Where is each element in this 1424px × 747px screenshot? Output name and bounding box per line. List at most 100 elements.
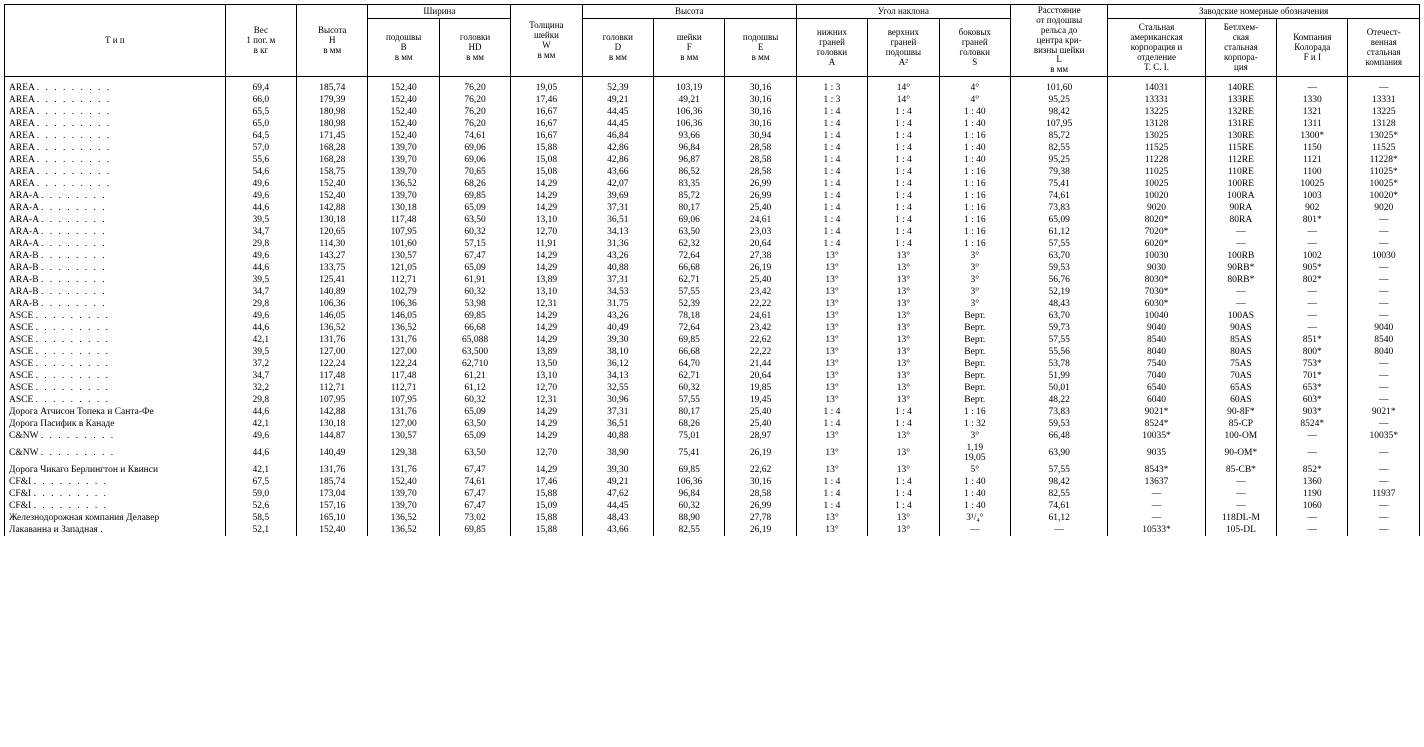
cell: 23,42: [725, 286, 796, 298]
cell: 14,29: [511, 190, 582, 202]
cell: 49,6: [225, 310, 296, 322]
cell: 10020: [1108, 190, 1205, 202]
cell: 139,70: [368, 190, 439, 202]
cell: 63,50: [439, 442, 510, 464]
cell: ASCE . . . . . . . . .: [5, 358, 226, 370]
h-web: ТолщинашейкиWв мм: [511, 5, 582, 77]
cell: 15,08: [511, 154, 582, 166]
cell: C&NW . . . . . . . . .: [5, 430, 226, 442]
cell: 107,95: [368, 394, 439, 406]
table-row: AREA . . . . . . . . . 55,6168,28139,706…: [5, 154, 1420, 166]
cell: 168,28: [297, 142, 368, 154]
cell: 139,70: [368, 166, 439, 178]
cell: 31,36: [582, 238, 653, 250]
cell: 13°: [868, 298, 939, 310]
cell: 13°: [868, 250, 939, 262]
cell: 37,31: [582, 274, 653, 286]
cell: 7020*: [1108, 226, 1205, 238]
cell: 44,45: [582, 500, 653, 512]
cell: 1 : 40: [939, 154, 1010, 166]
cell: 1,1919,05: [939, 442, 1010, 464]
cell: 82,55: [654, 524, 725, 536]
cell: 1 : 4: [796, 226, 867, 238]
cell: 17,46: [511, 476, 582, 488]
cell: 43,26: [582, 310, 653, 322]
cell: 131,76: [297, 334, 368, 346]
cell: 13637: [1108, 476, 1205, 488]
cell: —: [1205, 476, 1276, 488]
cell: Верт.: [939, 334, 1010, 346]
cell: ARA-B . . . . . . . .: [5, 274, 226, 286]
cell: 73,83: [1010, 406, 1107, 418]
cell: 802*: [1277, 274, 1348, 286]
cell: 140,49: [297, 442, 368, 464]
cell: ASCE . . . . . . . . .: [5, 322, 226, 334]
table-row: Железнодорожная компания Делавер58,5165,…: [5, 512, 1420, 524]
h-width-head: головкиHDв мм: [439, 19, 510, 77]
cell: 74,61: [1010, 500, 1107, 512]
cell: 1 : 4: [796, 476, 867, 488]
cell: 117,48: [297, 370, 368, 382]
table-row: AREA . . . . . . . . . 65,5180,98152,407…: [5, 106, 1420, 118]
cell: 114,30: [297, 238, 368, 250]
cell: 3°: [939, 430, 1010, 442]
cell: 7030*: [1108, 286, 1205, 298]
cell: 7040: [1108, 370, 1205, 382]
cell: 112,71: [368, 274, 439, 286]
cell: 1 : 4: [796, 500, 867, 512]
cell: 15,08: [511, 166, 582, 178]
cell: 15,88: [511, 142, 582, 154]
h-f-dom: Отечест-веннаястальнаякомпания: [1348, 19, 1420, 77]
table-row: Дорога Атчисон Топека и Санта-Фе44,6142,…: [5, 406, 1420, 418]
cell: Верт.: [939, 382, 1010, 394]
cell: 69,06: [439, 142, 510, 154]
cell: 13°: [796, 310, 867, 322]
h-width-group: Ширина: [368, 5, 511, 19]
cell: 15,09: [511, 500, 582, 512]
table-row: ASCE . . . . . . . . . 29,8107,95107,956…: [5, 394, 1420, 406]
cell: 1100: [1277, 166, 1348, 178]
cell: 28,58: [725, 142, 796, 154]
cell: 44,6: [225, 442, 296, 464]
cell: —: [1348, 476, 1420, 488]
cell: 62,71: [654, 274, 725, 286]
cell: 100-OM: [1205, 430, 1276, 442]
cell: 143,27: [297, 250, 368, 262]
cell: 23,42: [725, 322, 796, 334]
cell: —: [939, 524, 1010, 536]
cell: AREA . . . . . . . . .: [5, 130, 226, 142]
cell: 136,52: [368, 322, 439, 334]
cell: 44,6: [225, 406, 296, 418]
cell: 13°: [868, 394, 939, 406]
cell: 130,18: [297, 418, 368, 430]
cell: 14,29: [511, 262, 582, 274]
cell: 48,43: [582, 512, 653, 524]
cell: 36,51: [582, 418, 653, 430]
cell: 139,70: [368, 500, 439, 512]
cell: 107,95: [297, 394, 368, 406]
cell: 10030: [1108, 250, 1205, 262]
cell: —: [1205, 286, 1276, 298]
cell: Верт.: [939, 346, 1010, 358]
cell: 14,29: [511, 178, 582, 190]
cell: 6020*: [1108, 238, 1205, 250]
cell: 13225: [1348, 106, 1420, 118]
cell: 139,70: [368, 488, 439, 500]
cell: 30,16: [725, 476, 796, 488]
cell: 19,45: [725, 394, 796, 406]
cell: 50,01: [1010, 382, 1107, 394]
cell: 118DL-M: [1205, 512, 1276, 524]
cell: 68,26: [654, 418, 725, 430]
cell: 52,39: [654, 298, 725, 310]
cell: 48,43: [1010, 298, 1107, 310]
table-row: ARA-B . . . . . . . . 34,7140,89102,7960…: [5, 286, 1420, 298]
cell: —: [1108, 488, 1205, 500]
cell: 180,98: [297, 106, 368, 118]
cell: 1 : 16: [939, 226, 1010, 238]
table-row: AREA . . . . . . . . . 69,4185,74152,407…: [5, 77, 1420, 95]
h-type: Т и п: [5, 5, 226, 77]
cell: 8540: [1108, 334, 1205, 346]
cell: —: [1277, 226, 1348, 238]
cell: —: [1205, 238, 1276, 250]
cell: 152,40: [368, 130, 439, 142]
